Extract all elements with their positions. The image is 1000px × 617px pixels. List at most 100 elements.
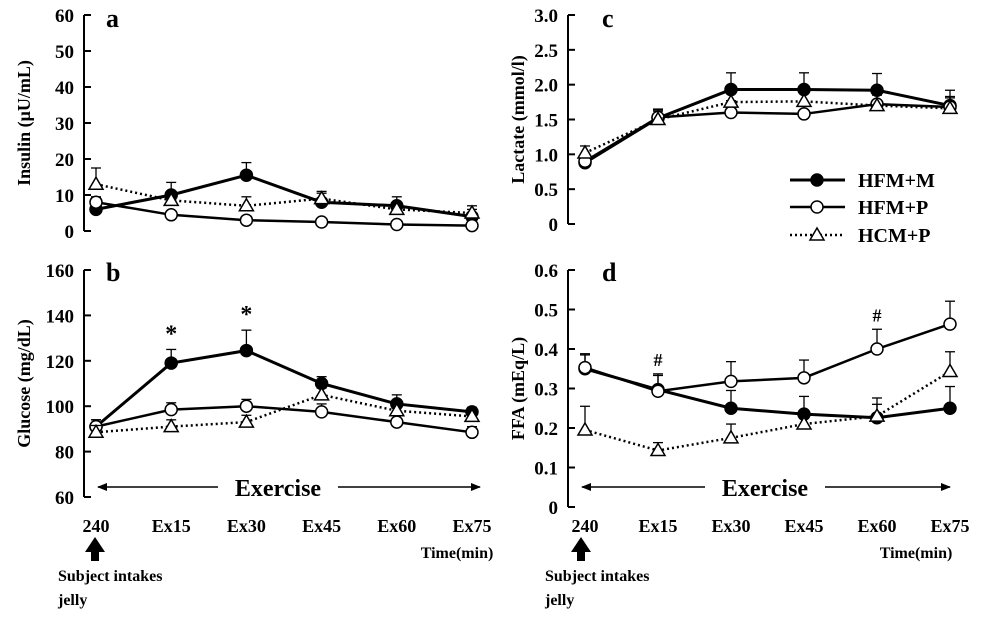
- panel-c-line-hfm_p: [584, 102, 951, 163]
- panel-a-y-tick-label: 20: [55, 150, 74, 171]
- panel-a-y-tick-label: 30: [55, 114, 74, 135]
- panel-d-point-hfm_p: [943, 317, 957, 331]
- panel-b-point-hfm_p: [465, 425, 479, 440]
- panel-d-ffa: 0 0.1 0.2 0.3 0.4 0.5 0.6 FFA (mEq/L) d 240 Ex15 Ex…: [508, 258, 970, 536]
- intake-note-left-line2: jelly: [57, 592, 87, 609]
- panel-b-y-tick-label: 160: [46, 261, 75, 282]
- panel-a-point-hfm_p: [390, 217, 404, 232]
- panel-b-point-hfm_p: [164, 402, 178, 417]
- panel-c-series-hfm_m: [578, 72, 957, 170]
- panel-c-y-tick-label: 1.0: [534, 145, 558, 166]
- panel-b-point-hfm_m: [164, 356, 178, 370]
- time-label-left: Time(min): [421, 545, 494, 562]
- panel-a-point-hcm_p: [388, 200, 406, 216]
- panel-c-lactate: 0 0.5 1.0 1.5 2.0 2.5 3.0 Lactate (mmol/l) c: [508, 4, 959, 236]
- panel-b-significance-mark: *: [165, 321, 177, 347]
- panel-d-y-tick-label: 0.5: [534, 301, 558, 322]
- panel-d-point-hfm_m: [943, 401, 957, 415]
- panel-d-x-tick-label: Ex30: [711, 516, 750, 536]
- panel-d-y-tick-label: 0.6: [534, 261, 558, 282]
- panel-d-point-hcm_p: [722, 429, 740, 444]
- panel-a-point-hcm_p: [87, 175, 105, 190]
- panel-d-y-tick-label: 0: [549, 498, 559, 519]
- panel-d-y-tick-label: 0.2: [534, 419, 558, 440]
- panel-d-y-label: FFA (mEq/L): [508, 337, 529, 440]
- panel-d-point-hfm_p: [578, 360, 592, 375]
- panel-b-x-tick-label: Ex15: [152, 516, 191, 536]
- exercise-label-left: Exercise: [235, 476, 322, 502]
- panel-a-point-hfm_m: [239, 168, 254, 182]
- panel-a-point-hfm_p: [164, 208, 178, 222]
- panel-a-letter: a: [106, 4, 119, 33]
- panel-b-point-hcm_p: [463, 407, 481, 423]
- panel-a-line-hfm_p: [95, 200, 473, 227]
- panel-d-y-tick-label: 0.3: [534, 380, 558, 401]
- panel-c-y-label: Lactate (mmol/l): [508, 55, 529, 183]
- panel-b-x-tick-label: Ex30: [227, 516, 266, 536]
- panel-b-y-tick-label: 60: [55, 488, 74, 509]
- panel-c-y-tick-label: 2.0: [534, 76, 558, 97]
- panel-d-point-hfm_p: [651, 384, 665, 399]
- panel-c-point-hcm_p: [576, 144, 594, 159]
- panel-d-point-hcm_p: [576, 421, 594, 436]
- panel-c-y-tick-label: 3.0: [534, 6, 558, 27]
- panel-d-point-hcm_p: [649, 442, 667, 457]
- panel-d-point-hfm_p: [724, 374, 738, 389]
- panel-d-point-hcm_p: [941, 363, 959, 378]
- legend: HFM+M HFM+P HCM+P: [790, 170, 935, 247]
- panel-b-series-hfm_m: [89, 329, 479, 434]
- panel-a-y-tick-label: 50: [55, 42, 74, 63]
- panel-d-point-hcm_p: [795, 415, 813, 430]
- panel-d-letter: d: [602, 258, 617, 287]
- exercise-label-bg-right: [705, 472, 825, 502]
- panel-a-point-hfm_p: [314, 215, 329, 229]
- panel-c-letter: c: [602, 4, 614, 33]
- panel-b-point-hfm_p: [390, 415, 404, 429]
- legend-marker-hfm-m: [810, 173, 824, 187]
- panel-c-series-hcm_p: [576, 90, 959, 159]
- panel-b-point-hcm_p: [388, 402, 406, 417]
- panel-d-point-hfm_p: [797, 371, 811, 385]
- panel-b-letter: b: [106, 258, 120, 287]
- panel-b-point-hcm_p: [313, 386, 330, 401]
- legend-label-hfm-p: HFM+P: [858, 197, 928, 219]
- panel-b-point-hfm_m: [239, 343, 254, 358]
- panel-a-point-hfm_p: [465, 218, 479, 233]
- legend-marker-hfm-p: [810, 200, 824, 214]
- panel-d-line-hfm_p: [584, 322, 951, 393]
- panel-b-glucose: 60 80 100 120 140 160 Glucose (mg/dL) b 240 Ex15 E…: [14, 258, 492, 536]
- panel-d-significance-mark: #: [873, 305, 882, 325]
- panel-a-y-tick-label: 10: [55, 186, 74, 207]
- panel-c-point-hfm_p: [724, 105, 738, 120]
- panel-d-x-tick-label: Ex75: [930, 516, 969, 536]
- exercise-label-right: Exercise: [722, 476, 809, 502]
- panel-b-point-hcm_p: [238, 413, 255, 428]
- intake-arrow-right-icon: [571, 537, 591, 561]
- panel-c-y-tick-label: 0: [549, 215, 559, 236]
- legend-marker-hcm-p: [808, 226, 826, 241]
- panel-a-y-label: Insulin (μU/mL): [14, 60, 35, 186]
- panel-c-point-hcm_p: [868, 97, 886, 112]
- panel-d-series-hcm_p: [576, 351, 959, 457]
- panel-b-y-tick-label: 100: [46, 397, 75, 418]
- panel-d-x-tick-label: Ex45: [784, 516, 823, 536]
- panel-a-y-tick-label: 0: [65, 222, 75, 243]
- intake-arrow-left-icon: [85, 537, 105, 561]
- panel-b-x-tick-label: Ex75: [452, 516, 491, 536]
- exercise-annotation-right: Exercise: [581, 472, 951, 502]
- panel-d-y-tick-label: 0.1: [534, 459, 558, 480]
- panel-c-point-hcm_p: [649, 111, 667, 126]
- panel-a-y-tick-label: 40: [55, 78, 74, 99]
- panel-a-series-hfm_m: [89, 161, 479, 224]
- panel-b-x-tick-label: Ex60: [377, 516, 416, 536]
- panel-a-line-hcm_p: [95, 182, 473, 215]
- panel-b-point-hcm_p: [87, 423, 105, 439]
- panel-c-y-tick-label: 0.5: [534, 180, 558, 201]
- panel-a-point-hcm_p: [463, 204, 481, 219]
- panel-d-x-tick-label: 240: [572, 516, 599, 536]
- panel-b-y-tick-label: 80: [55, 443, 74, 464]
- panel-b-point-hfm_p: [239, 399, 254, 413]
- panel-b-x-tick-label: 240: [83, 516, 110, 536]
- panel-d-point-hcm_p: [868, 407, 886, 422]
